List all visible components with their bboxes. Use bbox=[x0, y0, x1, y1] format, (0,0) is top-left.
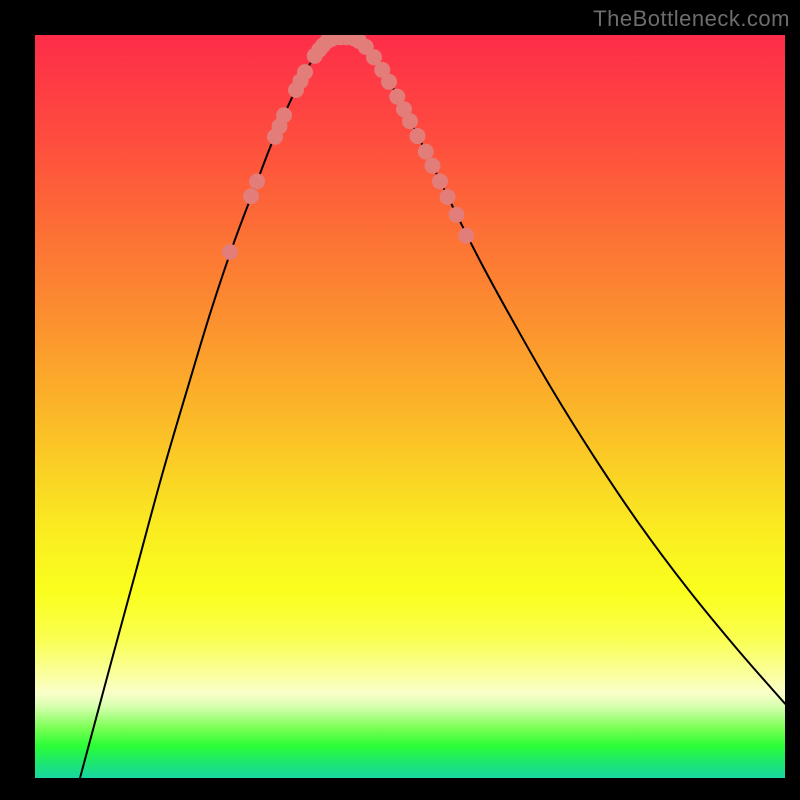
chart-svg bbox=[0, 0, 800, 800]
chart-container: TheBottleneck.com bbox=[0, 0, 800, 800]
watermark-text: TheBottleneck.com bbox=[593, 6, 790, 32]
